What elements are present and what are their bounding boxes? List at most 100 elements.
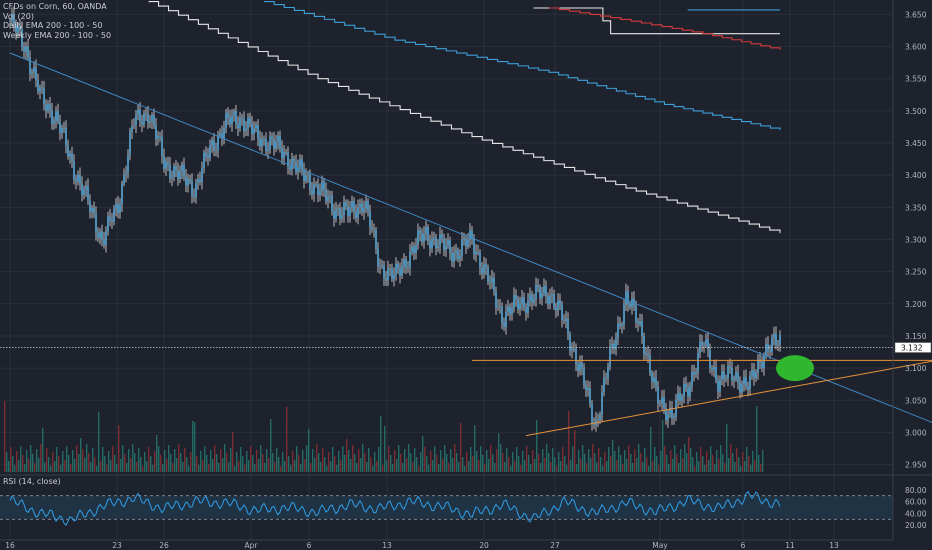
volume-bar	[378, 447, 380, 472]
volume-bar	[738, 457, 740, 472]
volume-bar	[22, 455, 24, 472]
volume-bar	[166, 459, 168, 472]
time-axis: 16 23 26 Apr 6 13 20 27 May 6 11 13	[0, 539, 893, 550]
volume-bar	[152, 465, 154, 472]
candle-body	[391, 268, 393, 280]
y-tick-label: 3.000	[905, 428, 927, 437]
candle-body	[473, 239, 475, 255]
volume-bar	[598, 448, 600, 472]
candle-body	[373, 229, 375, 231]
candle-body	[221, 132, 223, 139]
candle-body	[451, 252, 453, 262]
volume-bar	[290, 465, 292, 472]
candle-body	[535, 285, 537, 300]
volume-bar	[642, 462, 644, 472]
candle-body	[25, 46, 27, 52]
candle-body	[325, 189, 327, 202]
candle-body	[219, 132, 221, 136]
x-tick-label: 20	[479, 541, 489, 550]
volume-bar	[38, 458, 40, 472]
volume-bar	[224, 444, 226, 472]
candle-body	[389, 268, 391, 270]
candle-body	[779, 334, 781, 345]
candle-body	[55, 111, 57, 121]
candle-body	[267, 149, 269, 152]
volume-bar	[20, 446, 22, 472]
candle-body	[341, 214, 343, 219]
volume-bar	[404, 449, 406, 472]
volume-bar	[608, 447, 610, 472]
candle-body	[277, 135, 279, 143]
volume-bar	[248, 460, 250, 472]
volume-bar	[396, 459, 398, 472]
volume-bar	[724, 463, 726, 472]
volume-bar	[696, 452, 698, 472]
candle-body	[501, 306, 503, 323]
candle-body	[509, 306, 511, 314]
candle-body	[669, 408, 671, 415]
volume-bar	[228, 462, 230, 472]
candle-body	[353, 201, 355, 212]
volume-bar	[412, 462, 414, 472]
legend-volume: Vol (20)	[3, 11, 34, 21]
volume-bar	[650, 427, 652, 472]
candle-body	[359, 203, 361, 208]
candle-body	[71, 153, 73, 162]
volume-bar	[644, 448, 646, 472]
candle-body	[639, 321, 641, 325]
volume-bar	[172, 463, 174, 472]
volume-bar	[322, 448, 324, 472]
candle-body	[329, 195, 331, 197]
volume-bar	[342, 446, 344, 472]
candle-body	[437, 246, 439, 249]
volume-bar	[208, 464, 210, 472]
candle-body	[259, 138, 261, 147]
volume-bar	[44, 462, 46, 472]
volume-bar	[442, 459, 444, 472]
candle-body	[131, 126, 133, 132]
volume-bar	[298, 455, 300, 472]
drawing-lines[interactable]	[0, 52, 932, 437]
volume-bar	[518, 456, 520, 472]
x-tick-label: 11	[785, 541, 795, 550]
volume-bar	[60, 465, 62, 472]
volume-bar	[660, 451, 662, 472]
candle-body	[463, 238, 465, 240]
volume-bar	[84, 458, 86, 472]
volume-bar	[98, 412, 100, 472]
volume-bar	[674, 445, 676, 472]
candle-body	[547, 295, 549, 304]
candle-body	[63, 127, 65, 129]
candle-body	[57, 111, 59, 122]
candle-body	[255, 124, 257, 129]
candle-body	[453, 253, 455, 262]
volume-bar	[462, 457, 464, 472]
volume-bar	[192, 421, 194, 472]
candle-body	[729, 366, 731, 368]
volume-bar	[570, 460, 572, 472]
y-tick-label: 3.650	[905, 10, 927, 19]
candle-body	[445, 245, 447, 250]
candle-body	[177, 170, 179, 180]
volume-bar	[718, 459, 720, 472]
volume-bar	[358, 449, 360, 472]
volume-bar	[48, 457, 50, 472]
candle-body	[387, 268, 389, 281]
y-tick-label: 3.150	[905, 332, 927, 341]
candle-body	[185, 176, 187, 186]
volume-bar	[626, 459, 628, 472]
candle-body	[215, 150, 217, 152]
candle-body	[263, 138, 265, 140]
candle-body	[351, 201, 353, 209]
volume-bar	[136, 462, 138, 472]
candle-body	[587, 388, 589, 391]
candle-body	[753, 370, 755, 379]
volume-bar	[190, 452, 192, 472]
candle-body	[731, 367, 733, 381]
candle-body	[413, 246, 415, 253]
candle-body	[97, 232, 99, 238]
candle-body	[157, 136, 159, 140]
candle-body	[737, 372, 739, 383]
volume-bar	[334, 456, 336, 472]
